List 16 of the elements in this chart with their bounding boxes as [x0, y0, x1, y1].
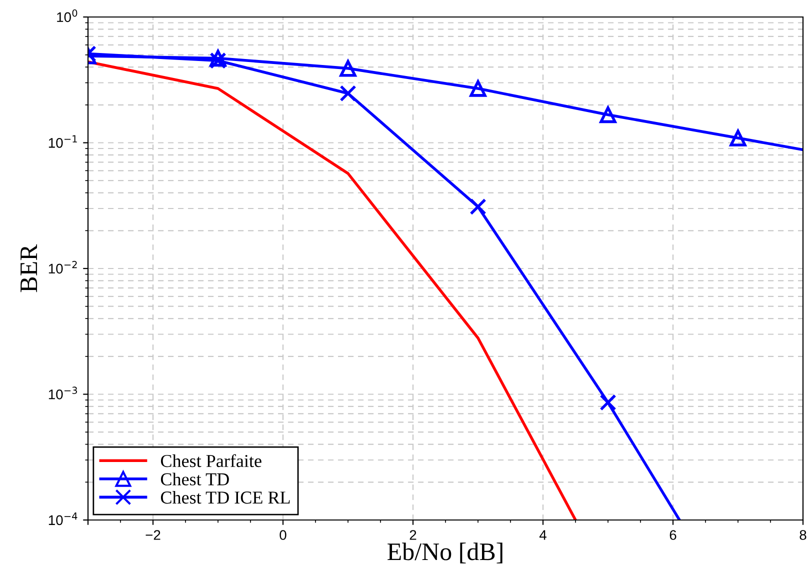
- x-tick-label: 0: [280, 530, 286, 540]
- x-tick-label: 2: [410, 530, 416, 540]
- x-tick-label: 4: [539, 530, 546, 540]
- x-tick-label: 6: [670, 530, 676, 540]
- y-tick-label: 10$^{0}$: [57, 9, 78, 22]
- y-tick-label: 10$^{−3}$: [48, 386, 77, 400]
- x-axis-title: Eb/No [dB]: [388, 542, 502, 564]
- x-tick-label: 8: [800, 530, 806, 540]
- x-tick-label: −2: [146, 530, 160, 540]
- legend-label: Chest TD: [160, 472, 229, 486]
- y-tick-label: 10$^{−2}$: [48, 260, 77, 274]
- y-tick-label: 10$^{−1}$: [48, 135, 77, 148]
- legend-label: Chest Parfaite: [160, 454, 262, 468]
- y-axis-title: BER: [20, 244, 38, 292]
- legend-label: Chest TD ICE RL: [160, 490, 290, 504]
- y-tick-label: 10$^{−4}$: [48, 512, 78, 526]
